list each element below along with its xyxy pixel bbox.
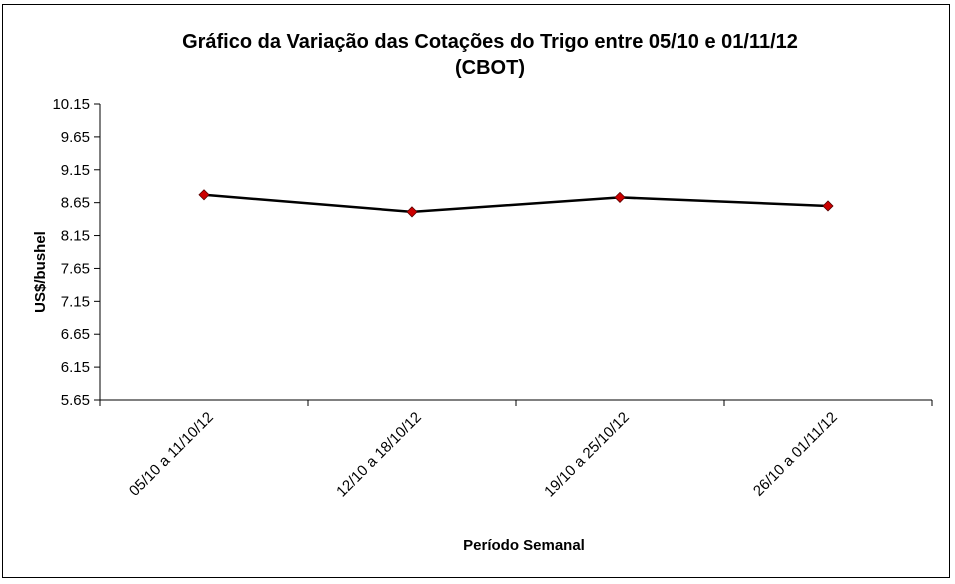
chart-subtitle: (CBOT) (455, 57, 525, 79)
series (198, 189, 834, 218)
y-tick-label: 6.15 (61, 359, 90, 376)
x-tick-label: 26/10 a 01/11/12 (750, 409, 841, 500)
y-tick-label: 6.65 (61, 326, 90, 343)
data-point (822, 200, 834, 212)
data-point (614, 191, 626, 203)
x-axis-title: Período Semanal (463, 537, 585, 554)
x-tick-label: 12/10 a 18/10/12 (333, 409, 425, 501)
x-tick-label: 05/10 a 11/10/12 (126, 409, 217, 500)
y-axis: 10.15 9.65 9.15 8.65 8.15 7.65 7.15 6.65 6.15 5.6… (52, 96, 101, 409)
data-point (406, 206, 418, 218)
y-tick-label: 5.65 (61, 392, 90, 409)
y-tick-label: 9.65 (61, 129, 90, 146)
y-tick-label: 10.15 (52, 96, 90, 113)
y-tick-label: 7.65 (61, 260, 90, 277)
chart-title: Gráfico da Variação das Cotações do Trig… (182, 31, 798, 53)
y-tick-label: 7.15 (61, 293, 90, 310)
y-axis-title: US$/bushel (32, 231, 49, 313)
y-tick-label: 8.15 (61, 228, 90, 245)
x-tick-label: 19/10 a 25/10/12 (541, 409, 633, 501)
x-axis: 05/10 a 11/10/12 12/10 a 18/10/12 19/10 a … (99, 399, 933, 501)
series-line (203, 193, 829, 214)
chart-frame (2, 4, 950, 578)
y-tick-label: 8.65 (61, 195, 90, 212)
y-tick-label: 9.15 (61, 162, 90, 179)
data-point (198, 189, 210, 201)
